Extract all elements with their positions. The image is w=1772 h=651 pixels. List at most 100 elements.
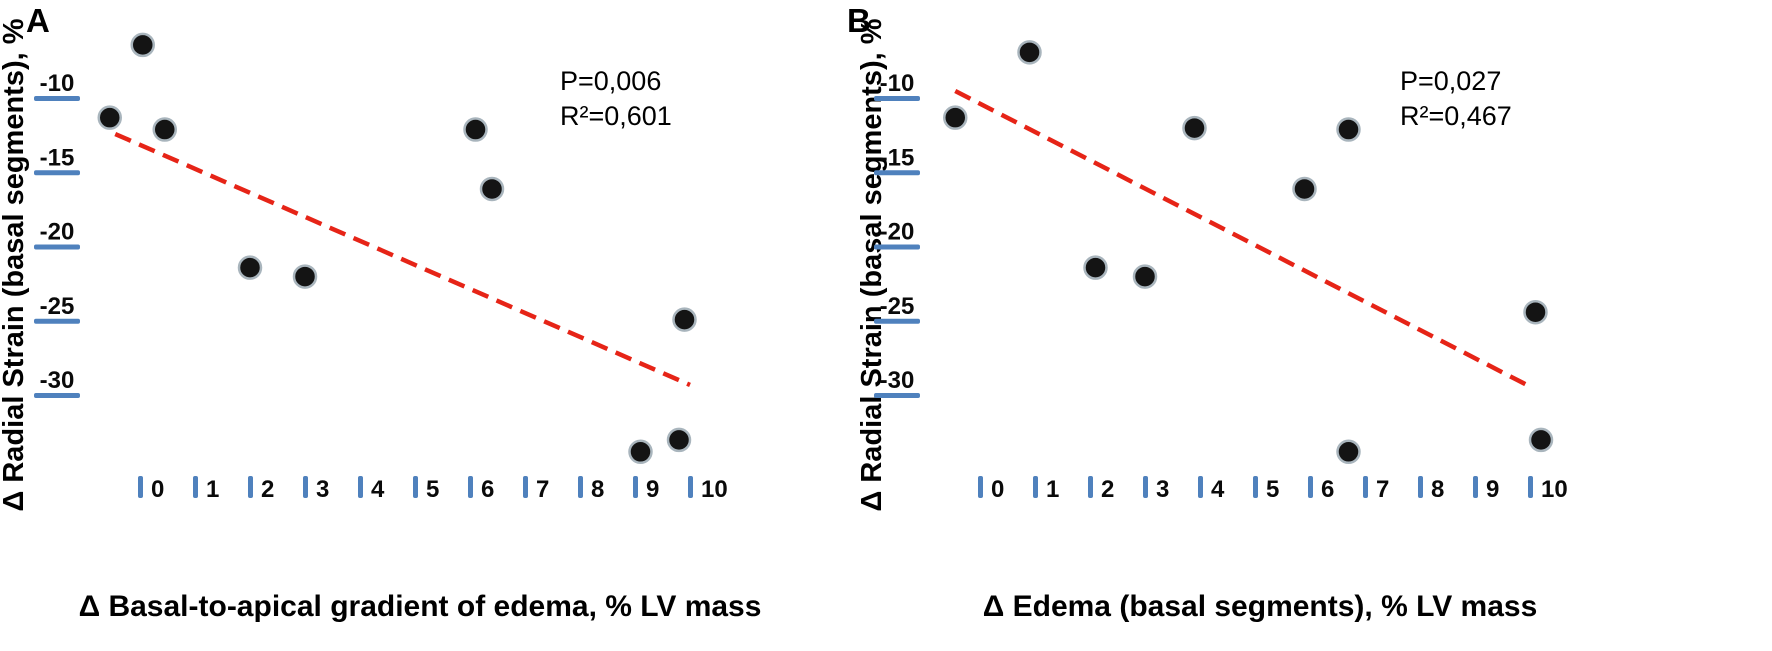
x-tick-label: 0 bbox=[991, 476, 1004, 503]
p-value: P=0,027 bbox=[1400, 66, 1502, 96]
x-tick-mark bbox=[1198, 476, 1203, 498]
x-tick-label: 1 bbox=[206, 476, 219, 503]
x-tick-label: 9 bbox=[1486, 476, 1499, 503]
x-tick-label: 5 bbox=[1266, 476, 1279, 503]
panel-a: A Δ Radial Strain (basal segments), % -1… bbox=[0, 0, 840, 651]
stats-annotation: P=0,006 R²=0,601 bbox=[560, 64, 672, 134]
y-tick-label: -20 bbox=[40, 219, 75, 246]
x-axis-label: Δ Basal-to-apical gradient of edema, % L… bbox=[78, 590, 762, 623]
x-tick-label: 3 bbox=[316, 476, 329, 503]
data-point bbox=[1336, 439, 1361, 465]
x-tick-mark bbox=[633, 476, 638, 498]
y-tick-label: -10 bbox=[880, 70, 915, 97]
panel-letter-b: B bbox=[847, 2, 871, 39]
data-point bbox=[479, 176, 505, 202]
trend-line bbox=[114, 131, 691, 388]
y-tick-label: -15 bbox=[880, 144, 915, 171]
x-tick-label: 10 bbox=[701, 476, 728, 503]
data-point bbox=[1017, 40, 1042, 65]
x-tick-label: 0 bbox=[151, 476, 164, 503]
scatter-plot-b: -10 -15 -20 -25 -30 0 1 2 3 4 5 6 7 8 9 10 bbox=[874, 40, 1568, 503]
x-axis-label: Δ Edema (basal segments), % LV mass bbox=[982, 590, 1538, 623]
x-tick-mark bbox=[1253, 476, 1258, 498]
scatter-plot-a: -10 -15 -20 -25 -30 0 1 2 3 4 5 6 7 8 9 10 bbox=[34, 32, 728, 503]
r-squared-value: R²=0,467 bbox=[1400, 101, 1512, 132]
x-tick-mark bbox=[688, 476, 693, 498]
stats-annotation: P=0,027 R²=0,467 bbox=[1400, 64, 1512, 134]
y-tick-mark bbox=[874, 244, 920, 250]
x-tick-label: 1 bbox=[1046, 476, 1059, 503]
x-tick-mark bbox=[303, 476, 308, 498]
x-tick-mark bbox=[1033, 476, 1038, 498]
x-tick-label: 4 bbox=[1211, 476, 1225, 503]
x-tick-mark bbox=[1418, 476, 1423, 498]
data-point bbox=[943, 105, 968, 130]
x-tick-mark bbox=[468, 476, 473, 498]
data-point bbox=[292, 264, 318, 289]
data-point bbox=[152, 117, 177, 142]
y-tick-label: -15 bbox=[40, 144, 75, 171]
data-point bbox=[1292, 176, 1317, 202]
y-tick-mark bbox=[874, 393, 920, 398]
data-point bbox=[672, 307, 697, 332]
y-tick-mark bbox=[34, 393, 80, 398]
x-tick-mark bbox=[578, 476, 583, 498]
x-tick-label: 3 bbox=[1156, 476, 1169, 503]
y-tick-mark bbox=[34, 244, 80, 250]
data-point bbox=[1132, 264, 1158, 289]
x-tick-label: 8 bbox=[1431, 476, 1444, 503]
y-tick-label: -25 bbox=[40, 293, 75, 320]
y-tick-label: -25 bbox=[880, 293, 915, 320]
x-tick-label: 2 bbox=[1101, 476, 1114, 503]
panel-b: B Δ Radial Strain (basal segments), % -1… bbox=[840, 0, 1772, 651]
y-tick-mark bbox=[874, 318, 920, 324]
r-squared-value: R²=0,601 bbox=[560, 101, 672, 132]
trend-line bbox=[954, 88, 1534, 390]
x-tick-mark bbox=[193, 476, 198, 498]
x-tick-label: 6 bbox=[1321, 476, 1334, 503]
x-tick-mark bbox=[1473, 476, 1478, 498]
x-tick-label: 8 bbox=[591, 476, 604, 503]
data-point bbox=[463, 117, 488, 142]
y-tick-mark bbox=[874, 96, 920, 101]
x-tick-label: 2 bbox=[261, 476, 274, 503]
y-tick-label: -30 bbox=[40, 367, 75, 394]
data-point bbox=[628, 439, 653, 465]
x-tick-mark bbox=[1528, 476, 1533, 498]
x-tick-mark bbox=[523, 476, 528, 498]
x-tick-mark bbox=[413, 476, 418, 498]
data-point bbox=[97, 105, 122, 130]
data-point bbox=[1336, 117, 1361, 142]
data-point bbox=[1182, 115, 1207, 141]
y-tick-mark bbox=[34, 170, 80, 176]
data-point bbox=[1528, 427, 1554, 453]
x-tick-label: 4 bbox=[371, 476, 385, 503]
x-tick-mark bbox=[1088, 476, 1093, 498]
x-tick-mark bbox=[248, 476, 253, 498]
x-tick-label: 7 bbox=[536, 476, 549, 503]
data-point bbox=[1083, 255, 1108, 280]
x-tick-mark bbox=[1143, 476, 1148, 498]
y-tick-mark bbox=[34, 318, 80, 324]
x-tick-label: 9 bbox=[646, 476, 659, 503]
p-value: P=0,006 bbox=[560, 66, 662, 96]
y-tick-mark bbox=[34, 96, 80, 101]
x-tick-label: 6 bbox=[481, 476, 494, 503]
x-tick-label: 5 bbox=[426, 476, 439, 503]
x-tick-mark bbox=[1363, 476, 1368, 498]
x-tick-mark bbox=[358, 476, 363, 498]
x-tick-mark bbox=[1308, 476, 1313, 498]
x-tick-mark bbox=[978, 476, 983, 498]
data-point bbox=[130, 32, 155, 58]
y-tick-label: -10 bbox=[40, 70, 75, 97]
x-tick-label: 7 bbox=[1376, 476, 1389, 503]
y-tick-mark bbox=[874, 170, 920, 176]
data-point bbox=[237, 255, 263, 280]
data-point bbox=[666, 427, 692, 453]
data-point bbox=[1523, 299, 1548, 325]
panel-letter-a: A bbox=[26, 2, 50, 39]
x-tick-mark bbox=[138, 476, 143, 498]
y-tick-label: -30 bbox=[880, 367, 915, 394]
y-tick-label: -20 bbox=[880, 219, 915, 246]
